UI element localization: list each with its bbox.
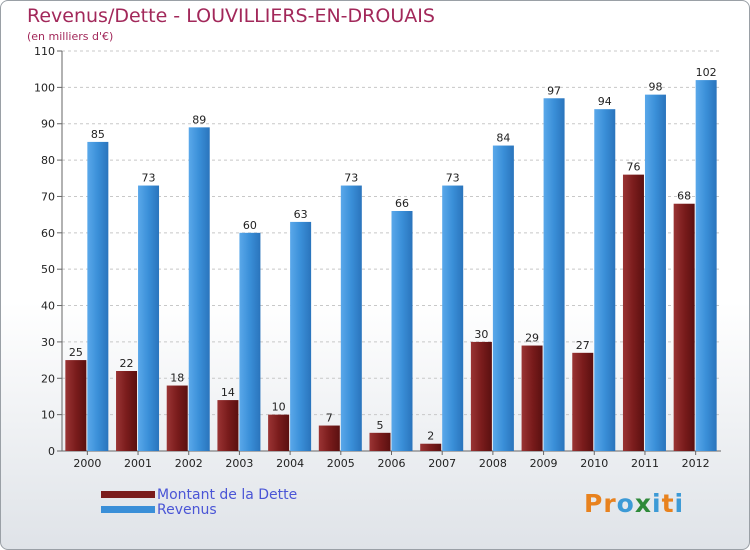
- bar-dette: [318, 425, 340, 451]
- bar-revenus: [188, 127, 210, 451]
- data-label-dette: 14: [221, 386, 235, 399]
- legend: Montant de la Dette Revenus: [101, 486, 298, 518]
- y-tick-label: 60: [41, 227, 55, 240]
- bar-dette: [521, 345, 543, 451]
- bar-dette: [420, 443, 442, 451]
- x-tick-label: 2010: [580, 457, 608, 470]
- bar-dette: [673, 203, 695, 451]
- bar-revenus: [290, 221, 312, 451]
- data-label-dette: 7: [326, 412, 333, 425]
- data-label-dette: 18: [170, 372, 184, 385]
- y-tick-label: 30: [41, 336, 55, 349]
- data-label-revenus: 63: [294, 208, 308, 221]
- y-tick-label: 110: [34, 45, 55, 58]
- bar-dette: [470, 341, 492, 451]
- y-tick-label: 80: [41, 154, 55, 167]
- data-label-dette: 27: [576, 339, 590, 352]
- bar-revenus: [138, 185, 160, 451]
- x-tick-label: 2009: [530, 457, 558, 470]
- y-tick-label: 90: [41, 118, 55, 131]
- bar-revenus: [87, 141, 109, 451]
- x-tick-label: 2005: [327, 457, 355, 470]
- data-label-dette: 25: [69, 346, 83, 359]
- data-label-revenus: 73: [446, 172, 460, 185]
- bar-revenus: [695, 80, 717, 451]
- data-label-dette: 5: [377, 419, 384, 432]
- bar-dette: [622, 174, 644, 452]
- data-label-dette: 22: [120, 357, 134, 370]
- data-label-revenus: 94: [598, 95, 612, 108]
- x-tick-label: 2007: [428, 457, 456, 470]
- x-tick-label: 2000: [73, 457, 101, 470]
- bar-revenus: [391, 211, 413, 451]
- x-tick-label: 2011: [631, 457, 659, 470]
- proxiti-logo: Proxiti: [584, 489, 685, 518]
- data-label-revenus: 98: [648, 81, 662, 94]
- bar-dette: [572, 352, 594, 451]
- data-label-revenus: 97: [547, 84, 561, 97]
- bar-dette: [369, 432, 391, 451]
- y-tick-label: 20: [41, 372, 55, 385]
- bar-revenus: [594, 109, 616, 451]
- y-tick-label: 50: [41, 263, 55, 276]
- data-label-revenus: 84: [496, 132, 510, 145]
- data-label-dette: 2: [427, 430, 434, 443]
- x-tick-label: 2004: [276, 457, 304, 470]
- y-tick-label: 0: [48, 445, 55, 458]
- x-tick-label: 2012: [682, 457, 710, 470]
- legend-item-dette: Montant de la Dette: [101, 486, 298, 503]
- data-label-revenus: 66: [395, 197, 409, 210]
- bar-revenus: [442, 185, 464, 451]
- chart-subtitle: (en milliers d'€): [27, 30, 114, 43]
- legend-swatch-revenus: [101, 506, 155, 513]
- y-tick-label: 40: [41, 300, 55, 313]
- legend-label-dette: Montant de la Dette: [157, 486, 298, 503]
- data-label-revenus: 60: [243, 219, 257, 232]
- y-tick-label: 70: [41, 190, 55, 203]
- data-label-revenus: 73: [142, 172, 156, 185]
- data-label-dette: 29: [525, 332, 539, 345]
- data-label-revenus: 89: [192, 113, 206, 126]
- chart-title: Revenus/Dette - LOUVILLIERS-EN-DROUAIS: [27, 5, 435, 27]
- y-tick-label: 100: [34, 81, 55, 94]
- y-tick-label: 10: [41, 409, 55, 422]
- bar-dette: [116, 371, 138, 451]
- legend-label-revenus: Revenus: [157, 501, 217, 518]
- bar-revenus: [543, 98, 565, 451]
- bar-dette: [166, 385, 188, 451]
- data-label-dette: 76: [626, 161, 640, 174]
- legend-swatch-dette: [101, 491, 155, 498]
- data-label-revenus: 73: [344, 172, 358, 185]
- bar-dette: [268, 414, 290, 451]
- x-tick-label: 2001: [124, 457, 152, 470]
- bar-revenus: [239, 232, 261, 451]
- bar-dette: [217, 400, 239, 451]
- data-label-revenus: 85: [91, 128, 105, 141]
- data-label-dette: 30: [474, 328, 488, 341]
- x-tick-label: 2006: [378, 457, 406, 470]
- x-tick-label: 2003: [225, 457, 253, 470]
- bar-revenus: [644, 94, 666, 452]
- data-label-revenus: 102: [696, 66, 717, 79]
- legend-item-revenus: Revenus: [101, 501, 297, 518]
- bar-revenus: [492, 145, 514, 451]
- x-tick-label: 2002: [175, 457, 203, 470]
- data-label-dette: 10: [272, 401, 286, 414]
- bar-revenus: [340, 185, 362, 451]
- x-tick-label: 2008: [479, 457, 507, 470]
- data-label-dette: 68: [677, 190, 691, 203]
- bar-dette: [65, 360, 87, 451]
